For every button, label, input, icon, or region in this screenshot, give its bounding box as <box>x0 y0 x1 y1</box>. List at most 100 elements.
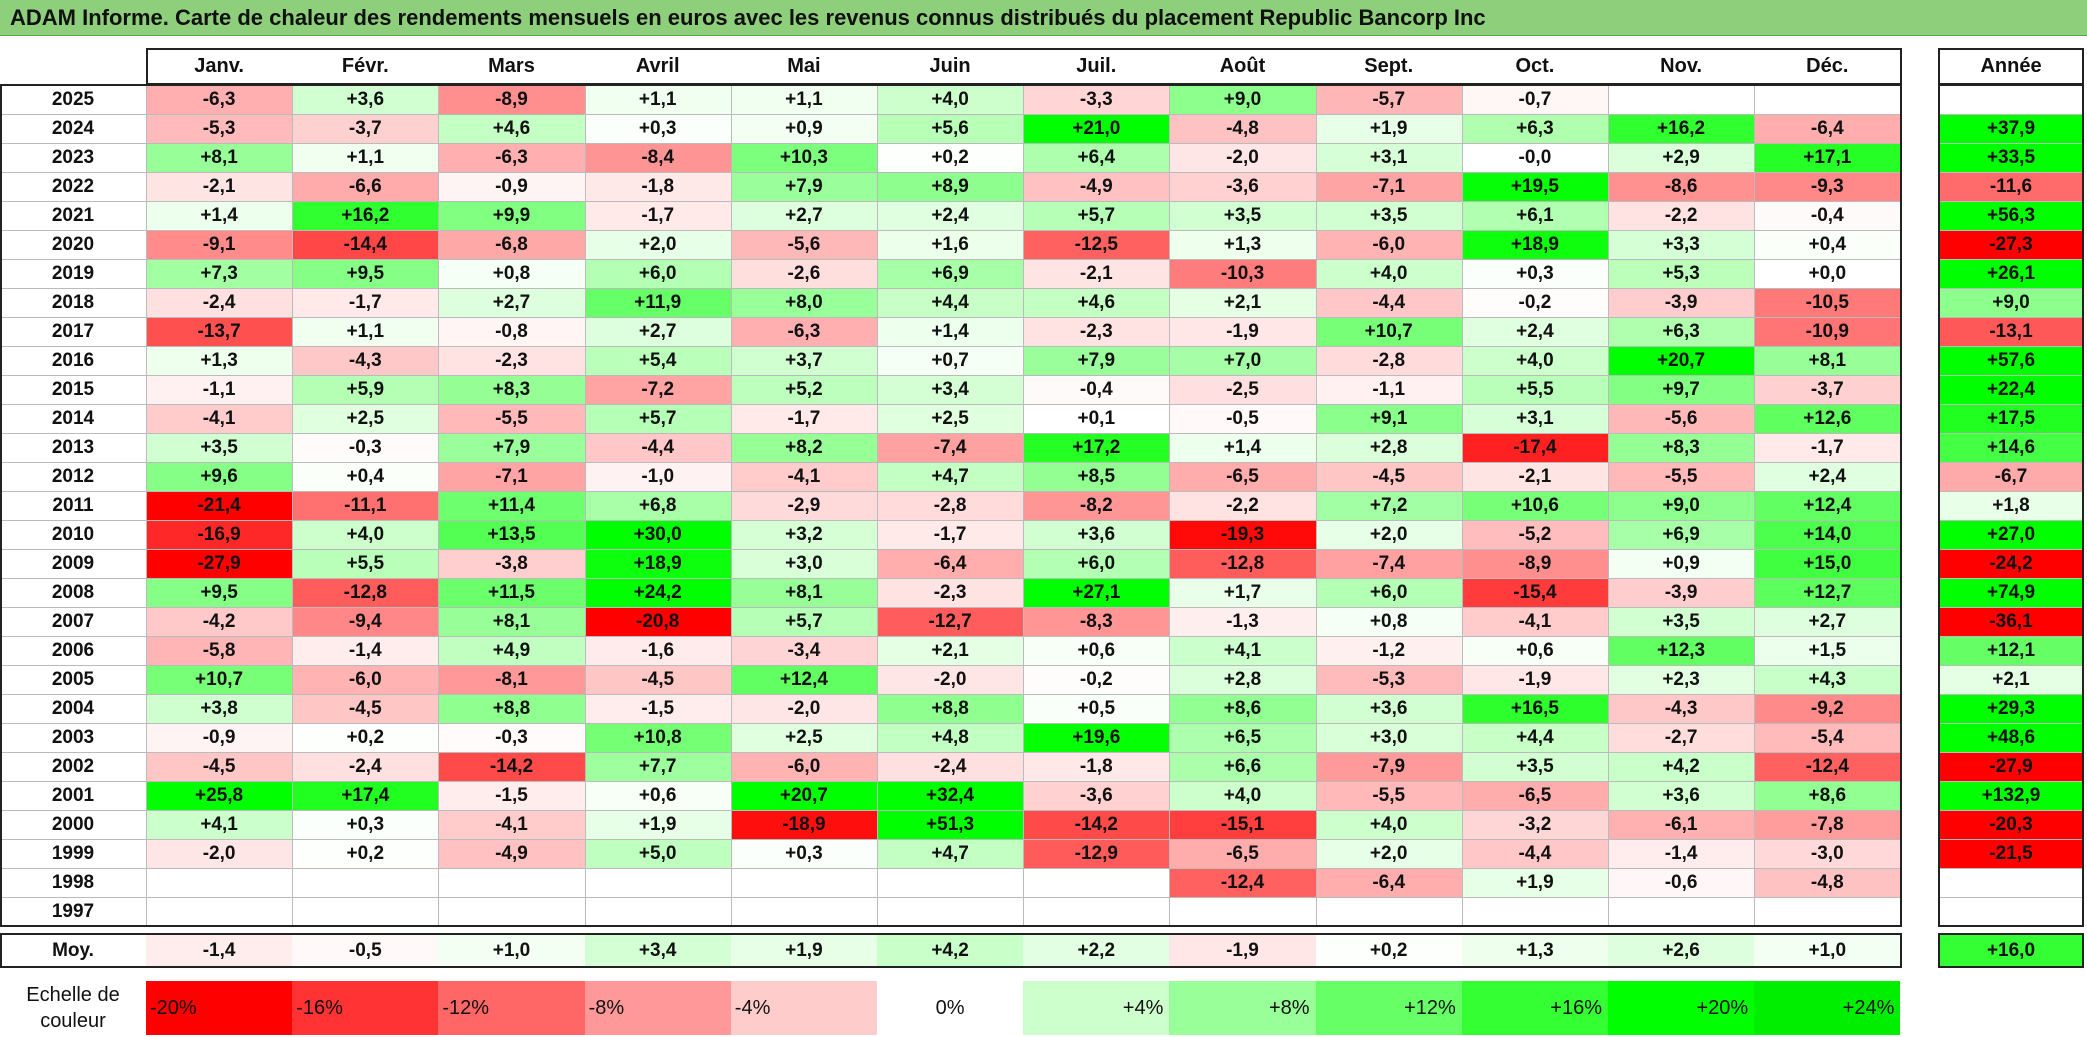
month-header: Juil. <box>1076 55 1117 77</box>
heatmap-cell: -0,9 <box>438 172 585 201</box>
heatmap-cell: +8,6 <box>1754 781 1901 810</box>
heatmap-cell: +16,2 <box>292 201 439 230</box>
heatmap-cell: -15,4 <box>1461 578 1608 607</box>
heatmap-cell: +5,9 <box>292 375 439 404</box>
grid-line <box>1938 288 2084 289</box>
heatmap-cell: +4,0 <box>1169 781 1316 810</box>
heatmap-cell: +1,9 <box>1315 114 1462 143</box>
annual-cell: +132,9 <box>1938 781 2084 810</box>
grid-line <box>1938 810 2084 811</box>
heatmap-cell: +18,9 <box>584 549 731 578</box>
heatmap-cell: +0,2 <box>292 723 439 752</box>
heatmap-cell: +2,7 <box>1754 607 1901 636</box>
grid-line <box>0 85 1901 86</box>
heatmap-cell <box>1461 897 1608 926</box>
year-label: 1997 <box>51 900 95 922</box>
heatmap-cell: +6,0 <box>584 259 731 288</box>
grid-line <box>0 781 1901 782</box>
heatmap-cell: +12,4 <box>730 665 877 694</box>
heatmap-cell: -12,4 <box>1169 868 1316 897</box>
color-scale-label-line1: Echelle de <box>26 984 120 1006</box>
average-cell: +1,9 <box>730 935 877 966</box>
heatmap-cell: -5,5 <box>438 404 585 433</box>
heatmap-cell: +2,5 <box>877 404 1024 433</box>
heatmap-cell: +10,6 <box>1461 491 1608 520</box>
heatmap-cell: -2,9 <box>730 491 877 520</box>
heatmap-cell: +2,1 <box>1169 288 1316 317</box>
color-scale-step: -8% <box>584 981 731 1035</box>
grid-line <box>730 85 732 926</box>
heatmap-cell: +7,9 <box>730 172 877 201</box>
heatmap-cell: +5,7 <box>584 404 731 433</box>
annual-cell: -36,1 <box>1938 607 2084 636</box>
heatmap-cell: +9,9 <box>438 201 585 230</box>
heatmap-cell: -5,5 <box>1315 781 1462 810</box>
heatmap-cell: +3,5 <box>1169 201 1316 230</box>
grid-line <box>1938 752 2084 753</box>
year-label: 2003 <box>51 726 95 748</box>
heatmap-cell: -1,7 <box>1754 433 1901 462</box>
heatmap-cell: +10,7 <box>1315 317 1462 346</box>
heatmap-cell: +21,0 <box>1023 114 1170 143</box>
heatmap-cell: -3,9 <box>1608 288 1755 317</box>
heatmap-cell: +6,5 <box>1169 723 1316 752</box>
heatmap-cell: -1,7 <box>292 288 439 317</box>
heatmap-cell: +2,1 <box>877 636 1024 665</box>
grid-line <box>1938 317 2084 318</box>
grid-line <box>0 636 1901 637</box>
heatmap-cell: -0,4 <box>1023 375 1170 404</box>
heatmap-cell: +6,3 <box>1608 317 1755 346</box>
heatmap-cell: +7,9 <box>438 433 585 462</box>
heatmap-cell: +4,7 <box>877 462 1024 491</box>
heatmap-cell: -12,5 <box>1023 230 1170 259</box>
grid-line <box>1938 897 2084 898</box>
heatmap-cell: +12,6 <box>1754 404 1901 433</box>
heatmap-cell: -7,4 <box>877 433 1024 462</box>
heatmap-cell: +0,1 <box>1023 404 1170 433</box>
year-label: 2021 <box>51 204 95 226</box>
grid-line <box>1938 578 2084 579</box>
grid-line <box>1461 85 1463 926</box>
heatmap-cell: +11,9 <box>584 288 731 317</box>
heatmap-cell: +4,0 <box>1315 259 1462 288</box>
grid-line <box>1938 636 2084 637</box>
year-label: 2007 <box>51 610 95 632</box>
heatmap-cell: +2,5 <box>730 723 877 752</box>
heatmap-cell: +5,7 <box>730 607 877 636</box>
heatmap-cell: -1,7 <box>877 520 1024 549</box>
annual-cell: +14,6 <box>1938 433 2084 462</box>
year-label: 2017 <box>51 320 95 342</box>
heatmap-cell: +5,2 <box>730 375 877 404</box>
heatmap-cell: -27,9 <box>146 549 293 578</box>
grid-line <box>1900 85 1902 926</box>
heatmap-cell: -5,6 <box>1608 404 1755 433</box>
heatmap-cell: -1,2 <box>1315 636 1462 665</box>
annual-cell: -21,5 <box>1938 839 2084 868</box>
heatmap-cell: -8,9 <box>438 85 585 114</box>
annual-cell: +57,6 <box>1938 346 2084 375</box>
heatmap-cell: -19,3 <box>1169 520 1316 549</box>
heatmap-cell: +16,5 <box>1461 694 1608 723</box>
heatmap-cell: -14,2 <box>438 752 585 781</box>
heatmap-cell: +17,1 <box>1754 143 1901 172</box>
heatmap-cell: +0,9 <box>730 114 877 143</box>
heatmap-cell: +4,0 <box>1315 810 1462 839</box>
grid-line <box>1938 607 2084 608</box>
heatmap-cell: -2,0 <box>1169 143 1316 172</box>
heatmap-cell: +8,0 <box>730 288 877 317</box>
heatmap-cell: +2,7 <box>438 288 585 317</box>
month-header: Janv. <box>194 55 244 77</box>
heatmap-cell: -2,3 <box>438 346 585 375</box>
month-header: Avril <box>635 55 680 77</box>
heatmap-cell: -1,5 <box>438 781 585 810</box>
heatmap-cell: -5,8 <box>146 636 293 665</box>
year-label: 1998 <box>51 871 95 893</box>
grid-line <box>1938 259 2084 260</box>
heatmap-cell: +1,4 <box>146 201 293 230</box>
heatmap-cell: +30,0 <box>584 520 731 549</box>
heatmap-cell: -4,1 <box>146 404 293 433</box>
heatmap-cell <box>146 897 293 926</box>
year-label: 2012 <box>51 465 95 487</box>
heatmap-cell: +8,3 <box>1608 433 1755 462</box>
color-scale-step: +24% <box>1754 981 1901 1035</box>
